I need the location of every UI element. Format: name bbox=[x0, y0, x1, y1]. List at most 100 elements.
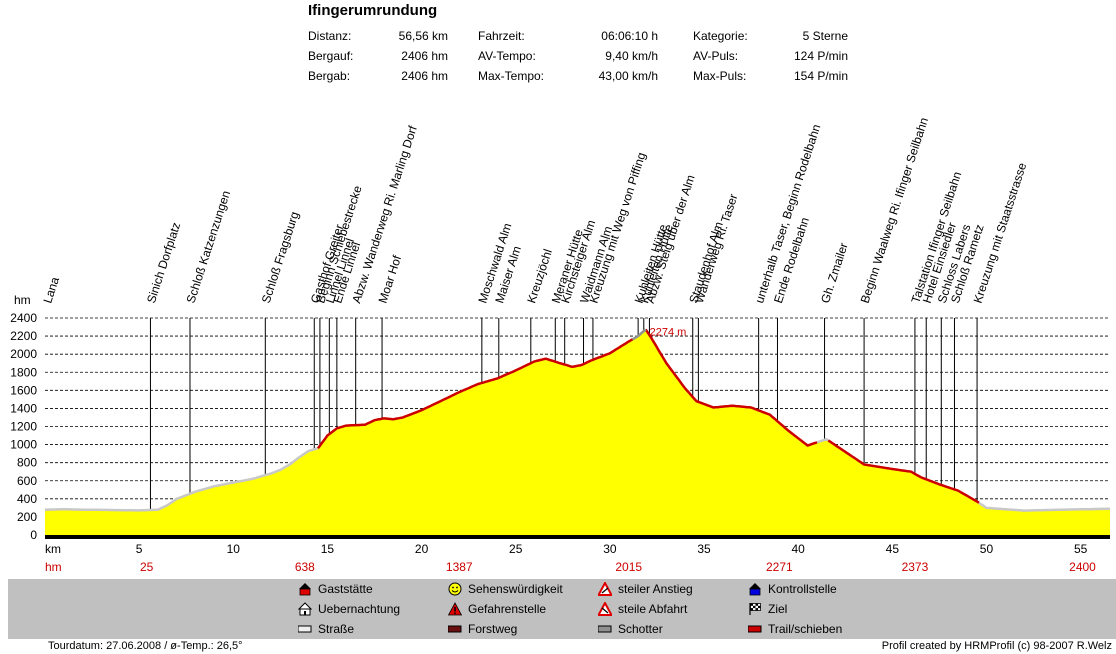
legend-label: Trail/schieben bbox=[768, 622, 843, 636]
legend-label: Forstweg bbox=[468, 622, 518, 636]
x-tick-label: 5 bbox=[136, 542, 143, 556]
footer-credits: Profil created by HRMProfil (c) 98-2007 … bbox=[881, 640, 1112, 652]
x-tick-label: 25 bbox=[509, 542, 523, 556]
legend-item-gaststaette: Gaststätte bbox=[298, 582, 373, 596]
legend-item-kontrollstelle: Kontrollstelle bbox=[748, 582, 837, 596]
stat-label-bergab: Bergab: bbox=[308, 69, 351, 83]
house-white-icon bbox=[297, 602, 313, 616]
footer-tour-info: Tourdatum: 27.06.2008 / ø-Temp.: 26,5° bbox=[48, 640, 243, 652]
legend-item-steiler-anstieg: steiler Anstieg bbox=[596, 580, 693, 596]
x-tick-label: 30 bbox=[603, 542, 617, 556]
y-tick-label: 600 bbox=[17, 474, 37, 488]
stat-value-av-puls: 124 P/min bbox=[793, 49, 848, 63]
hm-row-value: 2400 bbox=[1069, 560, 1096, 574]
surface-segment bbox=[44, 446, 319, 512]
stat-value-max-puls: 154 P/min bbox=[793, 69, 848, 83]
y-tick-label: 400 bbox=[17, 492, 37, 506]
legend-item-strasse: Straße bbox=[297, 622, 355, 636]
x-axis-band bbox=[45, 535, 1110, 539]
stat-label-bergauf: Bergauf: bbox=[308, 49, 354, 63]
legend-label: Gefahrenstelle bbox=[468, 602, 547, 616]
max-elevation-label: 2274 m bbox=[650, 326, 687, 338]
y-tick-label: 800 bbox=[17, 456, 37, 470]
waypoint-label: Lana bbox=[40, 275, 62, 305]
x-axis-label: km bbox=[45, 542, 61, 556]
y-tick-label: 0 bbox=[30, 528, 37, 542]
stat-label-av-tempo: AV-Tempo: bbox=[478, 49, 536, 63]
y-axis-label: hm bbox=[14, 293, 31, 307]
swatch-white-icon bbox=[297, 622, 312, 636]
elevation-profile-chart: 0 200 400 600 800 1000 1200 1400 1600 1800 2000 220… bbox=[10, 116, 1111, 574]
page-title: Ifingerumrundung bbox=[308, 2, 438, 19]
surface-segment bbox=[317, 338, 634, 449]
elevation-area bbox=[45, 329, 1110, 535]
legend-item-uebernachtung: Uebernachtung bbox=[297, 602, 401, 616]
warning-icon bbox=[447, 602, 463, 616]
hm-row-value: 2271 bbox=[766, 560, 793, 574]
y-tick-label: 2400 bbox=[10, 311, 37, 325]
stat-value-max-tempo: 43,00 km/h bbox=[598, 69, 658, 83]
legend-item-sehenswuerdigkeit: Sehenswürdigkeit bbox=[448, 582, 563, 596]
stat-value-fahrzeit: 06:06:10 h bbox=[601, 29, 658, 43]
legend-item-schotter: Schotter bbox=[597, 622, 663, 636]
surface-segment bbox=[816, 437, 829, 444]
steep-up-icon bbox=[596, 580, 614, 596]
hm-row-value: 638 bbox=[295, 560, 315, 574]
x-tick-label: 45 bbox=[886, 542, 900, 556]
house-red-icon bbox=[298, 582, 312, 596]
x-tick-label: 50 bbox=[980, 542, 994, 556]
legend-label: Schotter bbox=[618, 622, 663, 636]
smiley-icon bbox=[448, 582, 462, 596]
x-tick-label: 15 bbox=[321, 542, 335, 556]
stat-label-kategorie: Kategorie: bbox=[693, 29, 748, 43]
hm-row-label: hm bbox=[45, 560, 62, 574]
x-tick-label: 10 bbox=[227, 542, 241, 556]
legend-item-trail-schieben: Trail/schieben bbox=[747, 622, 843, 636]
waypoint-label: Gh. Zmailer bbox=[818, 241, 851, 305]
waypoint-label: Moar Hof bbox=[376, 253, 405, 305]
stat-label-distanz: Distanz: bbox=[308, 29, 352, 43]
stat-label-max-puls: Max-Puls: bbox=[693, 69, 747, 83]
legend-label: Sehenswürdigkeit bbox=[468, 582, 563, 596]
legend-label: steiler Anstieg bbox=[618, 582, 693, 596]
stat-value-bergab: 2406 hm bbox=[401, 69, 448, 83]
swatch-darkred-icon bbox=[447, 622, 462, 636]
hm-row-value: 25 bbox=[140, 560, 154, 574]
house-blue-icon bbox=[748, 582, 762, 596]
legend-label: steile Abfahrt bbox=[618, 602, 688, 616]
swatch-gray-icon bbox=[597, 622, 612, 636]
legend-label: Uebernachtung bbox=[318, 602, 401, 616]
waypoint-label: Sinich Dorfplatz bbox=[144, 221, 183, 305]
y-tick-label: 1600 bbox=[10, 383, 37, 397]
hm-row-value: 1387 bbox=[446, 560, 473, 574]
y-tick-label: 1400 bbox=[10, 401, 37, 415]
legend-label: Gaststätte bbox=[318, 582, 373, 596]
finish-flag-icon bbox=[748, 602, 762, 616]
waypoint-label: Schloß Katzenzungen bbox=[184, 189, 234, 305]
hm-row-value: 2373 bbox=[902, 560, 929, 574]
legend-item-gefahrenstelle: Gefahrenstelle bbox=[447, 602, 547, 616]
stat-value-distanz: 56,56 km bbox=[398, 29, 448, 43]
stat-value-kategorie: 5 Sterne bbox=[802, 29, 848, 43]
legend-label: Straße bbox=[318, 622, 355, 636]
stat-label-fahrzeit: Fahrzeit: bbox=[478, 29, 525, 43]
surface-segment bbox=[644, 328, 818, 447]
steep-down-icon bbox=[596, 600, 614, 616]
y-tick-label: 1800 bbox=[10, 365, 37, 379]
surface-segment bbox=[978, 501, 1111, 512]
y-tick-label: 2200 bbox=[10, 329, 37, 343]
surface-segment bbox=[827, 439, 980, 504]
waypoint-label: Wanderweg Ri. Taser bbox=[692, 192, 741, 305]
x-tick-label: 35 bbox=[697, 542, 711, 556]
legend-item-forstweg: Forstweg bbox=[447, 622, 518, 636]
hm-row-value: 2015 bbox=[615, 560, 642, 574]
surface-segment bbox=[631, 328, 647, 341]
legend-panel bbox=[8, 579, 1116, 639]
y-tick-label: 200 bbox=[17, 510, 37, 524]
stat-label-av-puls: AV-Puls: bbox=[693, 49, 739, 63]
legend-label: Ziel bbox=[768, 602, 788, 616]
stat-label-max-tempo: Max-Tempo: bbox=[478, 69, 545, 83]
stat-value-av-tempo: 9,40 km/h bbox=[605, 49, 658, 63]
stat-value-bergauf: 2406 hm bbox=[401, 49, 448, 63]
swatch-red-icon bbox=[747, 622, 762, 636]
